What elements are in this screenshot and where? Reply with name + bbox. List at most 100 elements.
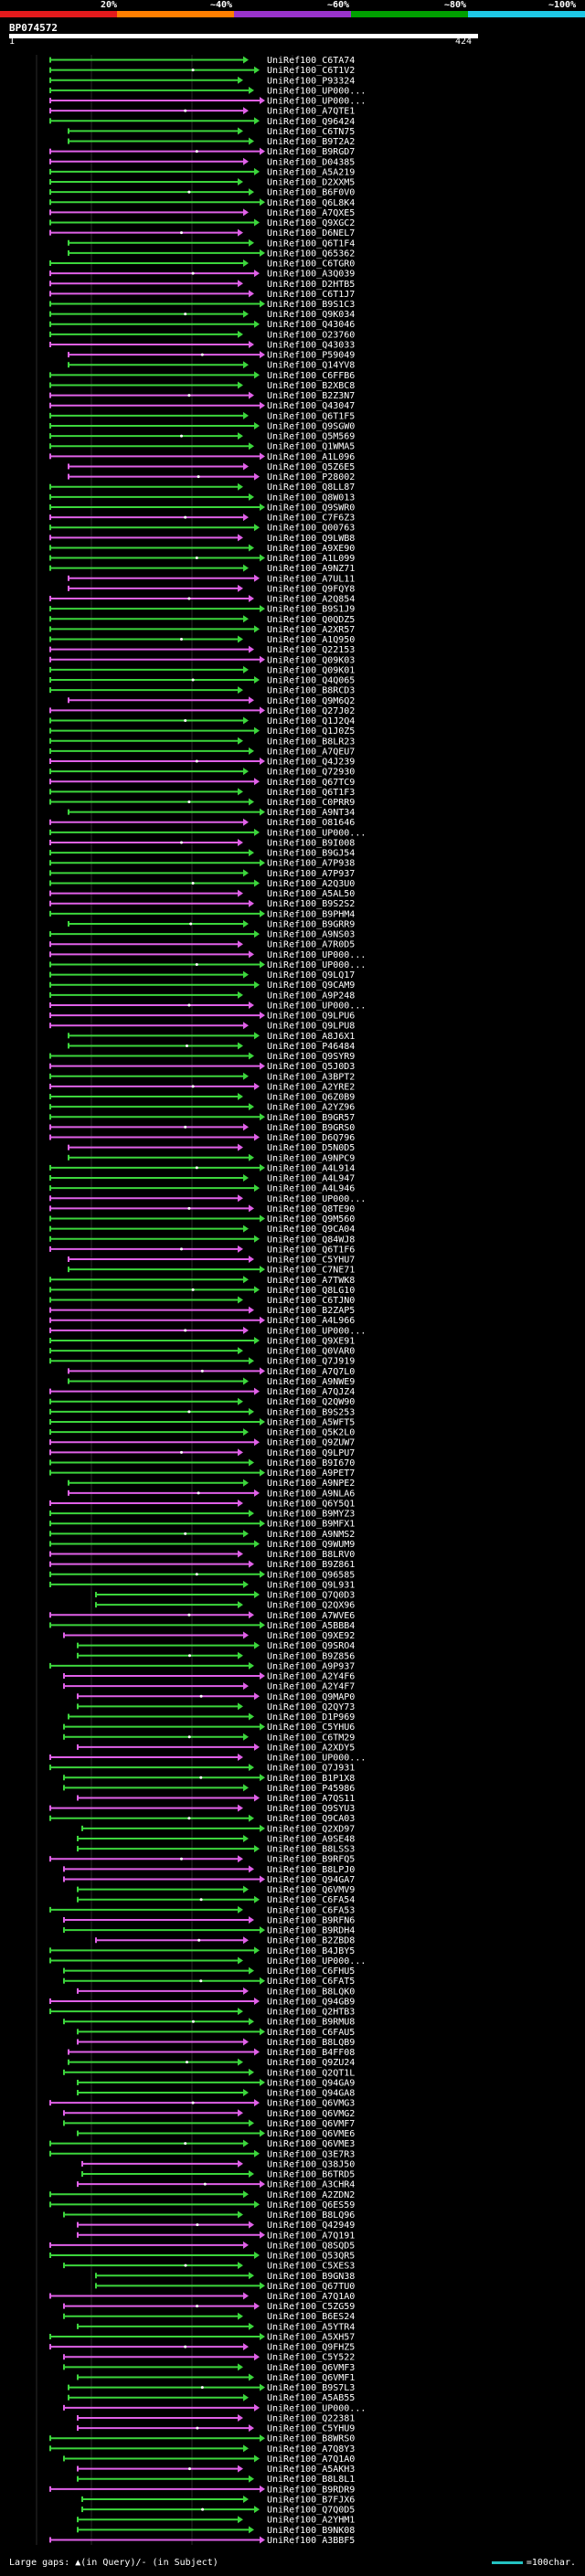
hit-label[interactable]: UniRef100_Q9LQ17 <box>267 970 355 981</box>
hit-label[interactable]: UniRef100_A7Q191 <box>267 2231 355 2241</box>
hit-label[interactable]: UniRef100_Q9XE92 <box>267 1631 355 1641</box>
hit-label[interactable]: UniRef100_C5YHU6 <box>267 1723 355 1733</box>
hit-label[interactable]: UniRef100_A5A219 <box>267 167 355 177</box>
hit-label[interactable]: UniRef100_A9NZ71 <box>267 564 355 574</box>
hit-label[interactable]: UniRef100_A5WFT5 <box>267 1417 355 1427</box>
hit-label[interactable]: UniRef100_B9GR57 <box>267 1113 355 1123</box>
hit-label[interactable]: UniRef100_B6ES24 <box>267 2312 355 2322</box>
hit-label[interactable]: UniRef100_C6TN75 <box>267 127 355 137</box>
hit-label[interactable]: UniRef100_B2ZBD8 <box>267 1936 355 1946</box>
hit-label[interactable]: UniRef100_Q5J0D3 <box>267 1062 355 1072</box>
hit-label[interactable]: UniRef100_Q9LPU7 <box>267 1448 355 1458</box>
hit-label[interactable]: UniRef100_Q43046 <box>267 320 355 330</box>
hit-label[interactable]: UniRef100_Q9SWR0 <box>267 503 355 513</box>
hit-label[interactable]: UniRef100_B9S1J9 <box>267 605 355 615</box>
hit-label[interactable]: UniRef100_B9RFN6 <box>267 1915 355 1925</box>
hit-label[interactable]: UniRef100_UP000... <box>267 950 366 960</box>
hit-label[interactable]: UniRef100_A9P248 <box>267 991 355 1001</box>
hit-label[interactable]: UniRef100_B9S1C3 <box>267 300 355 310</box>
hit-label[interactable]: UniRef100_A5AKH3 <box>267 2465 355 2475</box>
hit-label[interactable]: UniRef100_Q8W013 <box>267 493 355 503</box>
hit-label[interactable]: UniRef100_B8RCD3 <box>267 686 355 696</box>
hit-label[interactable]: UniRef100_A2ZDN2 <box>267 2190 355 2200</box>
hit-label[interactable]: UniRef100_C5ZG59 <box>267 2302 355 2312</box>
hit-label[interactable]: UniRef100_Q00763 <box>267 524 355 534</box>
hit-label[interactable]: UniRef100_Q6Z0B9 <box>267 1093 355 1103</box>
hit-label[interactable]: UniRef100_O81646 <box>267 818 355 828</box>
hit-label[interactable]: UniRef100_A2Y4F7 <box>267 1682 355 1692</box>
hit-label[interactable]: UniRef100_B1P1X8 <box>267 1774 355 1784</box>
hit-label[interactable]: UniRef100_A9SE48 <box>267 1834 355 1844</box>
hit-label[interactable]: UniRef100_Q9M560 <box>267 1214 355 1224</box>
hit-label[interactable]: UniRef100_A4L914 <box>267 1163 355 1173</box>
hit-label[interactable]: UniRef100_B6F0V0 <box>267 188 355 198</box>
hit-label[interactable]: UniRef100_D1P969 <box>267 1712 355 1723</box>
hit-label[interactable]: UniRef100_Q9SGW0 <box>267 421 355 431</box>
hit-label[interactable]: UniRef100_A7WVE6 <box>267 1611 355 1621</box>
hit-label[interactable]: UniRef100_Q96424 <box>267 117 355 127</box>
hit-label[interactable]: UniRef100_Q1J2Q4 <box>267 716 355 726</box>
hit-label[interactable]: UniRef100_Q9K034 <box>267 310 355 320</box>
hit-label[interactable]: UniRef100_A1Q950 <box>267 635 355 645</box>
hit-label[interactable]: UniRef100_C7F6Z3 <box>267 514 355 524</box>
hit-label[interactable]: UniRef100_Q5M569 <box>267 432 355 442</box>
hit-label[interactable]: UniRef100_D2HTB5 <box>267 280 355 290</box>
hit-label[interactable]: UniRef100_A7P938 <box>267 859 355 869</box>
hit-label[interactable]: UniRef100_B2XBC8 <box>267 381 355 391</box>
hit-label[interactable]: UniRef100_Q9WUM9 <box>267 1540 355 1550</box>
hit-label[interactable]: UniRef100_A9NPC9 <box>267 1153 355 1163</box>
hit-label[interactable]: UniRef100_Q9ZUW7 <box>267 1438 355 1448</box>
hit-label[interactable]: UniRef100_A9NMS2 <box>267 1530 355 1540</box>
hit-label[interactable]: UniRef100_Q72930 <box>267 768 355 778</box>
hit-label[interactable]: UniRef100_B9MFX1 <box>267 1520 355 1530</box>
hit-label[interactable]: UniRef100_A7Q1A0 <box>267 2292 355 2302</box>
hit-label[interactable]: UniRef100_B9RDH4 <box>267 1926 355 1936</box>
hit-label[interactable]: UniRef100_Q43033 <box>267 340 355 350</box>
hit-label[interactable]: UniRef100_C6T1V2 <box>267 66 355 76</box>
hit-label[interactable]: UniRef100_D6NEL7 <box>267 228 355 239</box>
hit-label[interactable]: UniRef100_A7UL11 <box>267 574 355 584</box>
hit-label[interactable]: UniRef100_A7QTE1 <box>267 107 355 117</box>
hit-label[interactable]: UniRef100_O23760 <box>267 330 355 340</box>
hit-label[interactable]: UniRef100_Q9CA03 <box>267 1814 355 1824</box>
hit-label[interactable]: UniRef100_A7QS11 <box>267 1794 355 1804</box>
hit-label[interactable]: UniRef100_B8LSS3 <box>267 1845 355 1855</box>
hit-label[interactable]: UniRef100_C6FA53 <box>267 1905 355 1915</box>
hit-label[interactable]: UniRef100_Q9LPU6 <box>267 1012 355 1022</box>
hit-label[interactable]: UniRef100_A1L099 <box>267 554 355 564</box>
hit-label[interactable]: UniRef100_Q6VMG3 <box>267 2099 355 2109</box>
hit-label[interactable]: UniRef100_B9GRS0 <box>267 1123 355 1133</box>
hit-label[interactable]: UniRef100_C0PRR9 <box>267 798 355 808</box>
hit-label[interactable]: UniRef100_Q22153 <box>267 645 355 655</box>
hit-label[interactable]: UniRef100_Q8SQD5 <box>267 2241 355 2251</box>
hit-label[interactable]: UniRef100_Q9SYU3 <box>267 1804 355 1814</box>
hit-label[interactable]: UniRef100_A4L966 <box>267 1316 355 1326</box>
hit-label[interactable]: UniRef100_A7Q1A0 <box>267 2454 355 2465</box>
hit-label[interactable]: UniRef100_A7Q8Y3 <box>267 2444 355 2454</box>
hit-label[interactable]: UniRef100_B9Z861 <box>267 1560 355 1570</box>
hit-label[interactable]: UniRef100_B9RGD7 <box>267 147 355 157</box>
hit-label[interactable]: UniRef100_Q2QX96 <box>267 1601 355 1611</box>
hit-label[interactable]: UniRef100_A7R0D5 <box>267 940 355 950</box>
hit-label[interactable]: UniRef100_Q9LPU8 <box>267 1022 355 1032</box>
hit-label[interactable]: UniRef100_B9PHM4 <box>267 909 355 919</box>
hit-label[interactable]: UniRef100_Q65362 <box>267 249 355 259</box>
hit-label[interactable]: UniRef100_B9GJ54 <box>267 849 355 859</box>
hit-label[interactable]: UniRef100_B9GRR9 <box>267 919 355 929</box>
hit-label[interactable]: UniRef100_P28002 <box>267 472 355 482</box>
hit-label[interactable]: UniRef100_C5YHU9 <box>267 2424 355 2434</box>
hit-label[interactable]: UniRef100_Q14YV8 <box>267 361 355 371</box>
hit-label[interactable]: UniRef100_Q9FQY8 <box>267 584 355 594</box>
hit-label[interactable]: UniRef100_Q9LWB8 <box>267 534 355 544</box>
hit-label[interactable]: UniRef100_B9I008 <box>267 838 355 848</box>
hit-label[interactable]: UniRef100_Q9MAP0 <box>267 1692 355 1702</box>
hit-label[interactable]: UniRef100_P59049 <box>267 351 355 361</box>
hit-label[interactable]: UniRef100_Q94GA7 <box>267 1875 355 1885</box>
hit-label[interactable]: UniRef100_B8LQ96 <box>267 2210 355 2221</box>
hit-label[interactable]: UniRef100_Q2HTB3 <box>267 2008 355 2018</box>
hit-label[interactable]: UniRef100_B9T2A2 <box>267 137 355 147</box>
hit-label[interactable]: UniRef100_Q9ZU24 <box>267 2058 355 2068</box>
hit-label[interactable]: UniRef100_UP000... <box>267 97 366 107</box>
hit-label[interactable]: UniRef100_Q9M6Q2 <box>267 696 355 706</box>
hit-label[interactable]: UniRef100_A2Q854 <box>267 595 355 605</box>
